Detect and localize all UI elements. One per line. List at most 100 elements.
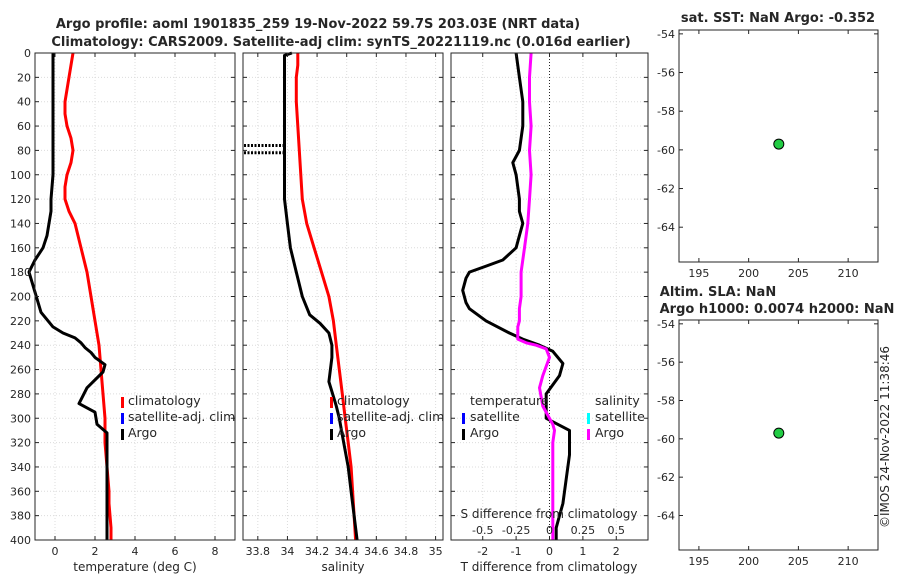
x-tick-label: -2 <box>477 545 488 558</box>
x-tick-label: 0 <box>546 545 553 558</box>
imos-timestamp: ©IMOS 24-Nov-2022 11:38:46 <box>878 346 892 528</box>
y-tick-label: -54 <box>657 318 675 331</box>
difference-ticks: -2 -1 0 1 2 -0.5 -0.25 0 0.25 0.5 <box>451 52 648 558</box>
legend-climatology-label: climatology <box>337 393 410 408</box>
legend-satellite-swatch <box>121 413 124 424</box>
y-tick-label: -62 <box>657 471 675 484</box>
x-tick-label: 195 <box>688 555 709 568</box>
y-tick-label: -60 <box>657 144 675 157</box>
legend-t-argo-label: Argo <box>470 425 499 440</box>
legend-s-argo-swatch <box>587 429 590 440</box>
y-tick-label: 280 <box>10 388 31 401</box>
salinity-x-label: salinity <box>321 560 364 574</box>
sat-sst-ticks: -54 -56 -58 -60 -62 -64 195 200 205 210 <box>657 28 878 280</box>
x-tick-label: 6 <box>172 545 179 558</box>
legend-s-argo-label: Argo <box>595 425 624 440</box>
x2-tick-label: 0 <box>546 524 553 537</box>
x-tick-label: 34.2 <box>305 545 330 558</box>
temperature-lines <box>27 52 113 540</box>
legend-argo-swatch <box>330 429 333 440</box>
series-line-t-diff-argo- <box>461 52 571 540</box>
y-tick-label: 320 <box>10 437 31 450</box>
y-tick-label: 160 <box>10 242 31 255</box>
legend-climatology-swatch <box>330 397 333 408</box>
figure-title-line1: Argo profile: aoml 1901835_259 19-Nov-20… <box>56 17 580 32</box>
x-tick-label: 4 <box>132 545 139 558</box>
legend-s-satellite-label: satellite <box>595 409 645 424</box>
profile-location-marker <box>773 427 785 439</box>
salinity-ticks: 33.8 34 34.2 34.4 34.6 34.8 35 <box>243 52 443 558</box>
altim-sla-ticks: -54 -56 -58 -60 -62 -64 195 200 205 210 <box>657 318 878 568</box>
y-tick-label: -54 <box>657 28 675 41</box>
x2-tick-label: 0.25 <box>571 524 596 537</box>
x-tick-label: 0 <box>52 545 59 558</box>
x-tick-label: 200 <box>738 267 759 280</box>
x-tick-label: 34.4 <box>334 545 359 558</box>
temperature-panel: 0204060801001201401601802002202402602803… <box>10 47 236 574</box>
sat-sst-title: sat. SST: NaN Argo: -0.352 <box>681 11 875 26</box>
x-tick-label: 2 <box>613 545 620 558</box>
y-tick-label: -56 <box>657 356 675 369</box>
y-tick-label: 400 <box>10 534 31 547</box>
profile-location-marker <box>773 138 785 150</box>
x2-tick-label: -0.25 <box>502 524 530 537</box>
x-tick-label: 33.8 <box>246 545 271 558</box>
legend-t-satellite-swatch <box>462 413 465 424</box>
temperature-ticks: 0204060801001201401601802002202402602803… <box>10 47 235 558</box>
y-tick-label: 380 <box>10 510 31 523</box>
y-tick-label: -60 <box>657 433 675 446</box>
difference-legend: temperature salinity satellite Argo sate… <box>462 393 645 440</box>
sat-sst-map-panel: sat. SST: NaN Argo: -0.352 -54-56-58-60-… <box>657 11 879 280</box>
x-tick-label: 200 <box>738 555 759 568</box>
temperature-legend: climatology satellite-adj. clim Argo <box>121 393 235 440</box>
y-tick-label: 220 <box>10 315 31 328</box>
y-tick-label: 40 <box>17 96 31 109</box>
x-tick-label: 1 <box>579 545 586 558</box>
altim-sla-map-panel: Altim. SLA: NaN Argo h1000: 0.0074 h2000… <box>657 285 894 568</box>
legend-satellite-swatch <box>330 413 333 424</box>
legend-argo-label: Argo <box>337 425 366 440</box>
x-tick-label: 34 <box>280 545 294 558</box>
y-tick-label: 80 <box>17 144 31 157</box>
difference-lines <box>461 52 571 540</box>
y-tick-label: 180 <box>10 266 31 279</box>
salinity-lines <box>243 51 359 541</box>
y-tick-label: 100 <box>10 169 31 182</box>
x-tick-label: 205 <box>788 555 809 568</box>
difference-panel: -2 -1 0 1 2 -0.5 -0.25 0 0.25 0.5 T difference fr… <box>450 52 649 574</box>
legend-s-satellite-swatch <box>587 413 590 424</box>
x-tick-label: 2 <box>92 545 99 558</box>
y-tick-label: 120 <box>10 193 31 206</box>
y-tick-label: 200 <box>10 291 31 304</box>
legend-argo-label: Argo <box>128 425 157 440</box>
x-tick-label: 34.8 <box>394 545 419 558</box>
legend-salinity-header: salinity <box>595 393 640 408</box>
legend-satellite-label: satellite-adj. clim <box>337 409 444 424</box>
salinity-legend: climatology satellite-adj. clim Argo <box>330 393 444 440</box>
legend-satellite-label: satellite-adj. clim <box>128 409 235 424</box>
y-tick-label: 140 <box>10 217 31 230</box>
y-tick-label: 240 <box>10 339 31 352</box>
x-tick-label: 34.6 <box>364 545 389 558</box>
x-tick-label: 195 <box>688 267 709 280</box>
legend-climatology-swatch <box>121 397 124 408</box>
x-tick-label: 205 <box>788 267 809 280</box>
series-line-climatology <box>294 53 358 541</box>
salinity-panel: 33.8 34 34.2 34.4 34.6 34.8 35 salinity climat… <box>242 51 444 574</box>
y-tick-label: 340 <box>10 461 31 474</box>
x-tick-label: 8 <box>212 545 219 558</box>
y-tick-label: 0 <box>24 47 31 60</box>
legend-t-argo-swatch <box>462 429 465 440</box>
sat-sst-points <box>773 138 785 150</box>
figure-title-line2: Climatology: CARS2009. Satellite-adj cli… <box>51 35 630 50</box>
legend-temperature-header: temperature <box>470 393 549 408</box>
x2-tick-label: 0.5 <box>608 524 626 537</box>
y-tick-label: 60 <box>17 120 31 133</box>
y-tick-label: 360 <box>10 485 31 498</box>
altim-sla-title: Altim. SLA: NaN <box>660 285 776 300</box>
x-tick-label: -1 <box>511 545 522 558</box>
temperature-x-label: temperature (deg C) <box>73 560 196 574</box>
legend-argo-swatch <box>121 429 124 440</box>
